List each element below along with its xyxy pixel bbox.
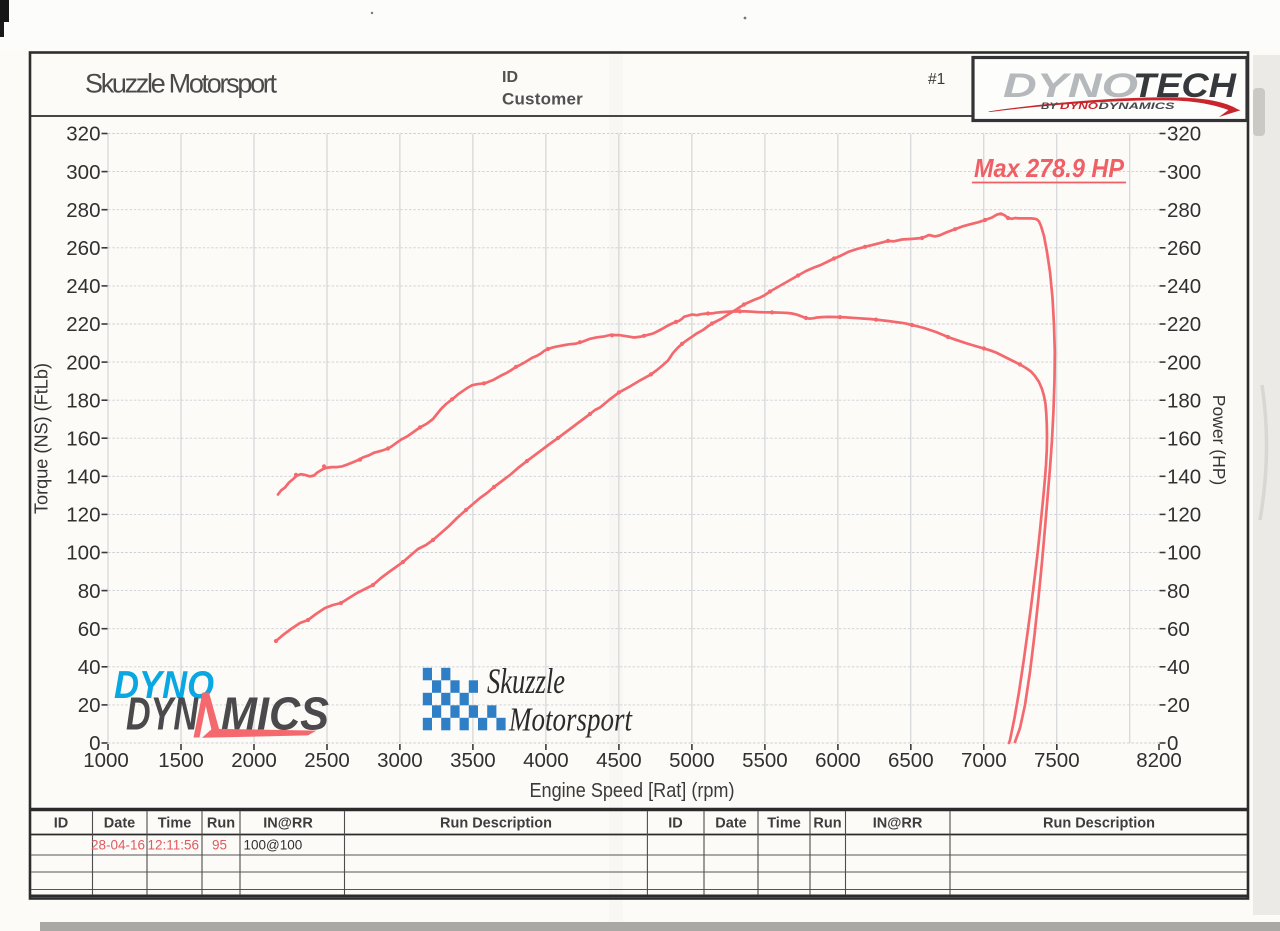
svg-text:Customer: Customer: [502, 90, 583, 109]
svg-text:Date: Date: [104, 816, 135, 832]
svg-text:100: 100: [1167, 542, 1201, 565]
svg-text:280: 280: [66, 199, 100, 222]
svg-text:Skuzzle: Skuzzle: [487, 661, 565, 701]
svg-text:Run: Run: [207, 816, 235, 832]
svg-text:3000: 3000: [377, 749, 423, 772]
svg-text:Engine Speed [Rat] (rpm): Engine Speed [Rat] (rpm): [530, 780, 735, 802]
svg-text:100: 100: [66, 542, 100, 565]
svg-text:60: 60: [78, 618, 101, 641]
svg-text:140: 140: [1167, 466, 1201, 489]
svg-text:DYNO: DYNO: [114, 664, 214, 707]
svg-text:95: 95: [212, 838, 227, 853]
svg-text:120: 120: [1167, 504, 1201, 527]
svg-text:300: 300: [66, 161, 100, 184]
svg-text:180: 180: [66, 389, 100, 412]
svg-text:160: 160: [1167, 427, 1201, 450]
svg-text:#1: #1: [928, 71, 945, 88]
svg-text:220: 220: [66, 313, 100, 336]
svg-text:120: 120: [66, 504, 100, 527]
svg-text:100@100: 100@100: [244, 838, 303, 853]
svg-text:6000: 6000: [815, 749, 861, 772]
svg-text:Torque (NS) (FtLb): Torque (NS) (FtLb): [32, 363, 52, 514]
svg-text:260: 260: [66, 237, 100, 260]
svg-text:6500: 6500: [888, 749, 934, 772]
svg-text:220: 220: [1167, 313, 1201, 336]
svg-text:DYNAMICS: DYNAMICS: [1099, 101, 1176, 112]
svg-text:60: 60: [1167, 618, 1190, 641]
svg-text:Time: Time: [158, 816, 192, 832]
svg-text:BY: BY: [1041, 101, 1059, 112]
svg-text:160: 160: [66, 427, 100, 450]
svg-text:Date: Date: [715, 816, 746, 832]
svg-text:320: 320: [1167, 123, 1201, 146]
svg-text:40: 40: [1167, 656, 1190, 679]
svg-text:200: 200: [1167, 351, 1201, 374]
svg-text:0: 0: [1167, 732, 1178, 755]
svg-text:40: 40: [78, 656, 101, 679]
svg-text:IN@RR: IN@RR: [873, 816, 923, 832]
svg-text:300: 300: [1167, 161, 1201, 184]
svg-text:Motorsport: Motorsport: [508, 702, 633, 739]
svg-text:IN@RR: IN@RR: [263, 816, 313, 832]
svg-text:0: 0: [89, 732, 100, 755]
svg-text:ID: ID: [668, 816, 683, 832]
svg-text:ID: ID: [502, 69, 518, 86]
svg-text:80: 80: [1167, 580, 1190, 603]
svg-text:Skuzzle Motorsport: Skuzzle Motorsport: [85, 69, 277, 99]
svg-text:20: 20: [78, 694, 101, 717]
svg-text:ID: ID: [54, 816, 69, 832]
svg-text:3500: 3500: [450, 749, 496, 772]
svg-text:2000: 2000: [231, 749, 277, 772]
svg-text:320: 320: [66, 123, 100, 146]
svg-text:4500: 4500: [596, 749, 642, 772]
svg-text:Run: Run: [813, 816, 841, 832]
svg-text:240: 240: [1167, 275, 1201, 298]
svg-text:5000: 5000: [669, 749, 715, 772]
svg-text:Time: Time: [767, 816, 801, 832]
svg-text:280: 280: [1167, 199, 1201, 222]
svg-text:2500: 2500: [304, 749, 350, 772]
svg-text:7500: 7500: [1034, 749, 1080, 772]
svg-text:5500: 5500: [742, 749, 788, 772]
svg-text:260: 260: [1167, 237, 1201, 260]
svg-text:DYNO: DYNO: [1003, 67, 1138, 105]
svg-text:180: 180: [1167, 389, 1201, 412]
svg-text:20: 20: [1167, 694, 1190, 717]
svg-text:Max 278.9 HP: Max 278.9 HP: [974, 153, 1125, 183]
svg-text:7000: 7000: [961, 749, 1007, 772]
svg-text:200: 200: [66, 351, 100, 374]
svg-text:Power (HP): Power (HP): [1209, 395, 1229, 485]
svg-text:12:11:56: 12:11:56: [148, 838, 200, 853]
svg-text:1000: 1000: [83, 749, 129, 772]
svg-text:1500: 1500: [158, 749, 204, 772]
svg-text:TECH: TECH: [1133, 67, 1237, 105]
svg-text:Run Description: Run Description: [1043, 816, 1155, 832]
svg-text:80: 80: [78, 580, 101, 603]
svg-text:8200: 8200: [1136, 749, 1182, 772]
svg-text:Run Description: Run Description: [440, 816, 552, 832]
svg-text:DYNO: DYNO: [1060, 101, 1099, 112]
svg-text:28-04-16: 28-04-16: [91, 838, 145, 853]
svg-text:4000: 4000: [523, 749, 569, 772]
svg-text:240: 240: [66, 275, 100, 298]
svg-text:140: 140: [66, 466, 100, 489]
svg-text:DYN: DYN: [126, 688, 199, 740]
